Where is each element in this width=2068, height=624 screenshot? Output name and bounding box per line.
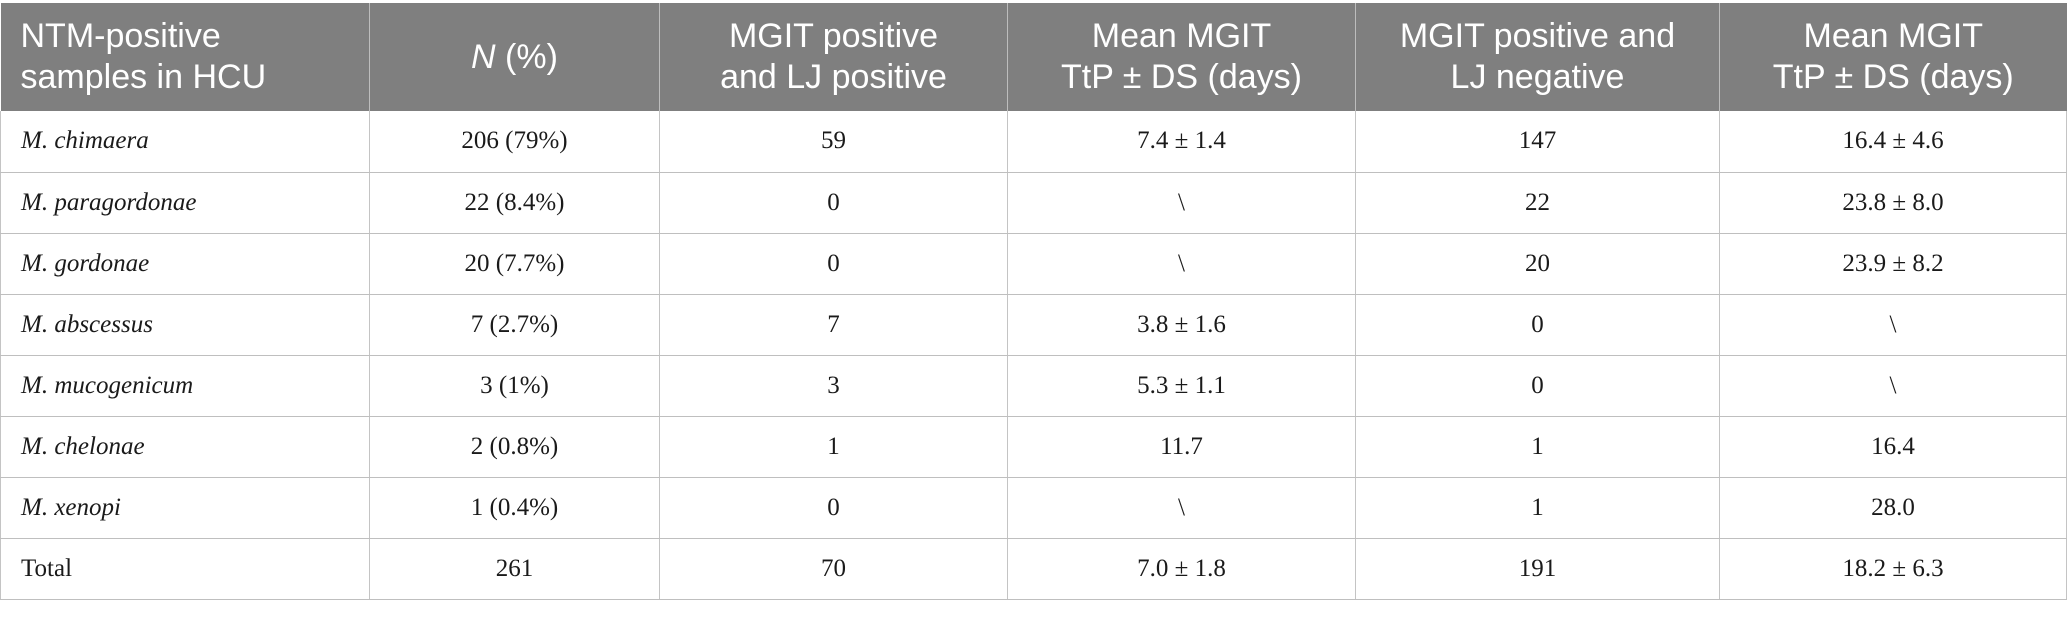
species-cell: M. xenopi	[0, 477, 370, 539]
total-label-cell: Total	[0, 538, 370, 600]
header-mean-ttp-1: Mean MGIT TtP ± DS (days)	[1007, 3, 1356, 111]
header-mgit-pos-lj-pos: MGIT positive and LJ positive	[659, 3, 1008, 111]
ttp2-cell: 23.9 ± 8.2	[1719, 233, 2067, 295]
ttp1-cell: 7.4 ± 1.4	[1007, 111, 1356, 173]
table-row: M. mucogenicum 3 (1%) 3 5.3 ± 1.1 0 \	[0, 355, 2067, 417]
n-cell: 206 (79%)	[369, 111, 660, 173]
species-cell: M. chelonae	[0, 416, 370, 478]
pos-pos-cell: 3	[659, 355, 1008, 417]
table-row: M. chelonae 2 (0.8%) 1 11.7 1 16.4	[0, 416, 2067, 478]
n-cell: 1 (0.4%)	[369, 477, 660, 539]
pos-neg-cell: 20	[1355, 233, 1720, 295]
header-species: NTM-positive samples in HCU	[0, 3, 370, 111]
ttp2-cell: 16.4 ± 4.6	[1719, 111, 2067, 173]
total-row: Total 261 70 7.0 ± 1.8 191 18.2 ± 6.3	[0, 538, 2067, 600]
pos-neg-cell: 1	[1355, 416, 1720, 478]
pos-pos-cell: 59	[659, 111, 1008, 173]
pos-pos-cell: 0	[659, 477, 1008, 539]
n-cell: 2 (0.8%)	[369, 416, 660, 478]
n-cell: 3 (1%)	[369, 355, 660, 417]
results-table-container: NTM-positive samples in HCU N (%) MGIT p…	[0, 3, 2067, 600]
total-ttp1-cell: 7.0 ± 1.8	[1007, 538, 1356, 600]
pos-pos-cell: 0	[659, 172, 1008, 234]
total-ttp2-cell: 18.2 ± 6.3	[1719, 538, 2067, 600]
header-n-percent: N (%)	[369, 3, 660, 111]
header-mgit-pos-lj-neg: MGIT positive and LJ negative	[1355, 3, 1720, 111]
header-row: NTM-positive samples in HCU N (%) MGIT p…	[0, 3, 2067, 111]
ntm-results-table: NTM-positive samples in HCU N (%) MGIT p…	[0, 3, 2067, 600]
pos-neg-cell: 1	[1355, 477, 1720, 539]
table-row: M. gordonae 20 (7.7%) 0 \ 20 23.9 ± 8.2	[0, 233, 2067, 295]
ttp2-cell: 23.8 ± 8.0	[1719, 172, 2067, 234]
ttp1-cell: 11.7	[1007, 416, 1356, 478]
n-cell: 22 (8.4%)	[369, 172, 660, 234]
ttp1-cell: \	[1007, 233, 1356, 295]
header-mean-ttp-2: Mean MGIT TtP ± DS (days)	[1719, 3, 2067, 111]
ttp2-cell: 28.0	[1719, 477, 2067, 539]
total-pos-neg-cell: 191	[1355, 538, 1720, 600]
table-row: M. abscessus 7 (2.7%) 7 3.8 ± 1.6 0 \	[0, 294, 2067, 356]
table-row: M. xenopi 1 (0.4%) 0 \ 1 28.0	[0, 477, 2067, 539]
ttp1-cell: 3.8 ± 1.6	[1007, 294, 1356, 356]
pos-pos-cell: 0	[659, 233, 1008, 295]
total-pos-pos-cell: 70	[659, 538, 1008, 600]
n-cell: 7 (2.7%)	[369, 294, 660, 356]
pos-neg-cell: 0	[1355, 355, 1720, 417]
species-cell: M. chimaera	[0, 111, 370, 173]
ttp1-cell: \	[1007, 172, 1356, 234]
pos-pos-cell: 1	[659, 416, 1008, 478]
species-cell: M. mucogenicum	[0, 355, 370, 417]
ttp1-cell: 5.3 ± 1.1	[1007, 355, 1356, 417]
ttp2-cell: \	[1719, 355, 2067, 417]
ttp2-cell: 16.4	[1719, 416, 2067, 478]
ttp1-cell: \	[1007, 477, 1356, 539]
species-cell: M. abscessus	[0, 294, 370, 356]
table-row: M. chimaera 206 (79%) 59 7.4 ± 1.4 147 1…	[0, 111, 2067, 173]
species-cell: M. gordonae	[0, 233, 370, 295]
pos-neg-cell: 0	[1355, 294, 1720, 356]
pos-neg-cell: 147	[1355, 111, 1720, 173]
table-row: M. paragordonae 22 (8.4%) 0 \ 22 23.8 ± …	[0, 172, 2067, 234]
ttp2-cell: \	[1719, 294, 2067, 356]
pos-neg-cell: 22	[1355, 172, 1720, 234]
total-n-cell: 261	[369, 538, 660, 600]
n-cell: 20 (7.7%)	[369, 233, 660, 295]
species-cell: M. paragordonae	[0, 172, 370, 234]
pos-pos-cell: 7	[659, 294, 1008, 356]
